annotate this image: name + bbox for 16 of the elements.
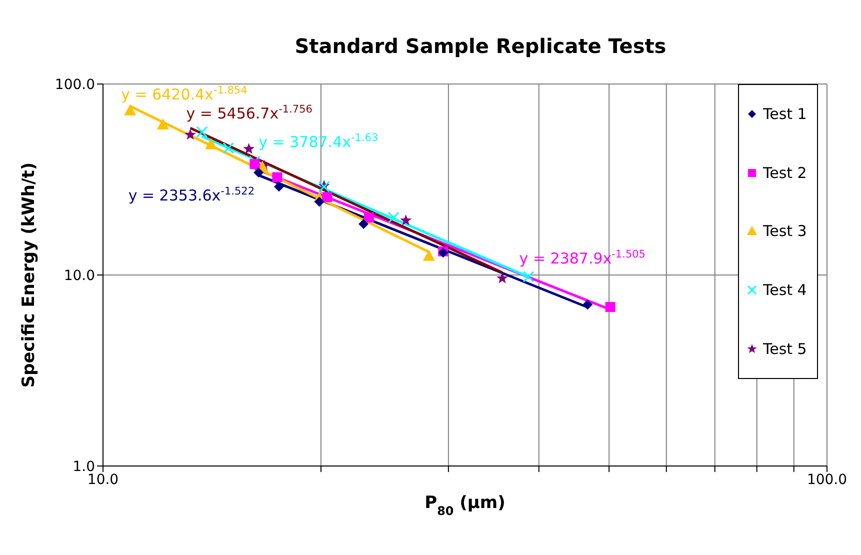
annotation: y = 6420.4x$^{-1.854}$ xyxy=(121,84,248,104)
chart-title: Standard Sample Replicate Tests xyxy=(294,34,668,58)
y-axis-title: Specific Energy (kWh/t) xyxy=(19,162,39,388)
y-tick-label: 100.0 xyxy=(54,76,95,93)
y-tick-label: 10.0 xyxy=(64,268,95,284)
legend-label: Test 4 xyxy=(763,281,807,300)
annotation: y = 2387.9x$^{-1.505}$ xyxy=(519,248,646,268)
y-tick-label: 1.0 xyxy=(72,458,95,475)
annotation: y = 5456.7x$^{-1.756}$ xyxy=(186,103,313,122)
legend-label: Test 5 xyxy=(763,340,807,358)
x-axis-title: P$_{80}$ (µm) xyxy=(424,493,506,518)
annotation: y = 3787.4x$^{-1.63}$ xyxy=(258,132,378,152)
legend-label: Test 1 xyxy=(763,105,807,124)
legend-label: Test 3 xyxy=(763,222,807,240)
annotation: y = 2353.6x$^{-1.522}$ xyxy=(128,186,255,205)
legend-label: Test 2 xyxy=(763,164,807,182)
